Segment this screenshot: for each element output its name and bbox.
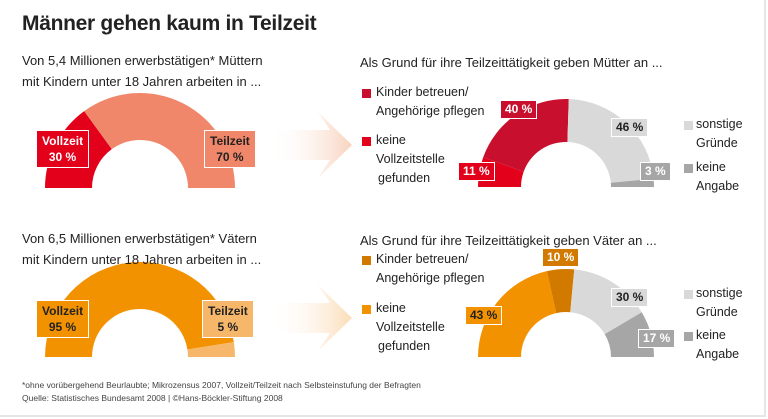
label-value: 95 % xyxy=(48,320,77,334)
legend-nofulltime: keine Vollzeitstelle gefunden xyxy=(376,131,445,188)
legend-line: sonstige xyxy=(696,117,743,131)
legend-swatch-nofulltime xyxy=(362,305,371,314)
legend-other: sonstige Gründe xyxy=(696,115,743,153)
legend-none: keine Angabe xyxy=(696,326,739,364)
legend-line: keine xyxy=(696,160,726,174)
legend-swatch-care xyxy=(362,256,371,265)
donut-segment-kinder-betreuen-angehörige-pflegen xyxy=(483,99,569,172)
legend-swatch-other xyxy=(684,290,693,299)
legend-other: sonstige Gründe xyxy=(696,284,743,322)
legend-line: keine xyxy=(376,133,406,147)
donut-segment-sonstige-gründe xyxy=(567,99,654,183)
intro-line: mit Kindern unter 18 Jahren arbeiten in … xyxy=(22,252,262,267)
label-fathers-vollzeit: Vollzeit 95 % xyxy=(36,300,90,338)
legend-line: Gründe xyxy=(696,305,738,319)
intro-line: Von 6,5 Millionen erwerbstätigen* Vätern xyxy=(22,231,257,246)
label-name: Vollzeit xyxy=(42,134,84,148)
legend-care: Kinder betreuen/ Angehörige pflegen xyxy=(376,83,484,121)
pct-fathers-nofulltime: 43 % xyxy=(465,306,503,325)
page-title: Männer gehen kaum in Teilzeit xyxy=(22,12,317,35)
legend-line: Angabe xyxy=(696,347,740,361)
footer: *ohne vorübergehend Beurlaubte; Mikrozen… xyxy=(22,379,421,405)
arrow-mothers xyxy=(270,112,352,178)
pct-mothers-other: 46 % xyxy=(611,118,649,137)
legend-line: Kinder betreuen/ xyxy=(376,85,469,99)
label-mothers-vollzeit: Vollzeit 30 % xyxy=(36,130,90,168)
label-name: Teilzeit xyxy=(210,134,250,148)
intro-line: Von 5,4 Millionen erwerbstätigen* Mütter… xyxy=(22,53,263,68)
legend-line: Vollzeitstelle xyxy=(376,152,445,166)
arrow-fathers xyxy=(270,285,352,351)
label-fathers-teilzeit: Teilzeit 5 % xyxy=(202,300,254,338)
legend-swatch-nofulltime xyxy=(362,137,371,146)
pct-mothers-care: 40 % xyxy=(500,100,538,119)
legend-line: Vollzeitstelle xyxy=(376,320,445,334)
legend-line: Angehörige pflegen xyxy=(376,271,485,285)
legend-swatch-other xyxy=(684,121,693,130)
pct-fathers-none: 17 % xyxy=(638,329,676,348)
donut-segment-vollzeit xyxy=(45,262,234,357)
donut-segment-teilzeit xyxy=(84,93,235,188)
donut-segment-sonstige-gründe xyxy=(570,269,642,335)
pct-mothers-nofulltime: 11 % xyxy=(458,162,495,181)
label-mothers-teilzeit: Teilzeit 70 % xyxy=(204,130,256,168)
mothers-intro: Von 5,4 Millionen erwerbstätigen* Mütter… xyxy=(22,50,263,92)
source: Quelle: Statistisches Bundesamt 2008 | ©… xyxy=(22,393,283,403)
legend-line: keine xyxy=(376,301,406,315)
pct-fathers-care: 10 % xyxy=(542,248,580,267)
donut-segment-kinder-betreuen-angehörige-pflegen xyxy=(546,269,575,314)
legend-line: Kinder betreuen/ xyxy=(376,252,469,266)
legend-line: Angabe xyxy=(696,179,740,193)
legend-none: keine Angabe xyxy=(696,158,739,196)
legend-line: Gründe xyxy=(696,136,738,150)
donut-segment-keine-vollzeitstelle-gefunden xyxy=(478,271,557,357)
pct-fathers-other: 30 % xyxy=(611,288,649,307)
legend-swatch-care xyxy=(362,89,371,98)
legend-nofulltime: keine Vollzeitstelle gefunden xyxy=(376,299,445,356)
legend-line: sonstige xyxy=(696,286,743,300)
label-name: Vollzeit xyxy=(42,304,84,318)
footnote: *ohne vorübergehend Beurlaubte; Mikrozen… xyxy=(22,380,421,390)
fathers-reason-title: Als Grund für ihre Teilzeittätigkeit geb… xyxy=(360,233,657,248)
legend-line: Angehörige pflegen xyxy=(376,104,485,118)
mothers-reason-title: Als Grund für ihre Teilzeittätigkeit geb… xyxy=(360,55,663,70)
legend-care: Kinder betreuen/ Angehörige pflegen xyxy=(376,250,484,288)
legend-line: gefunden xyxy=(378,339,431,353)
legend-swatch-none xyxy=(684,332,693,341)
fathers-intro: Von 6,5 Millionen erwerbstätigen* Vätern… xyxy=(22,228,261,270)
legend-line: keine xyxy=(696,328,726,342)
intro-line: mit Kindern unter 18 Jahren arbeiten in … xyxy=(22,74,262,89)
label-value: 5 % xyxy=(217,320,239,334)
donut-segment-teilzeit xyxy=(187,342,235,357)
label-value: 70 % xyxy=(216,150,244,164)
legend-line: gefunden xyxy=(378,171,431,185)
label-value: 30 % xyxy=(48,150,77,164)
legend-swatch-none xyxy=(684,164,693,173)
pct-mothers-none: 3 % xyxy=(640,162,671,181)
label-name: Teilzeit xyxy=(208,304,248,318)
